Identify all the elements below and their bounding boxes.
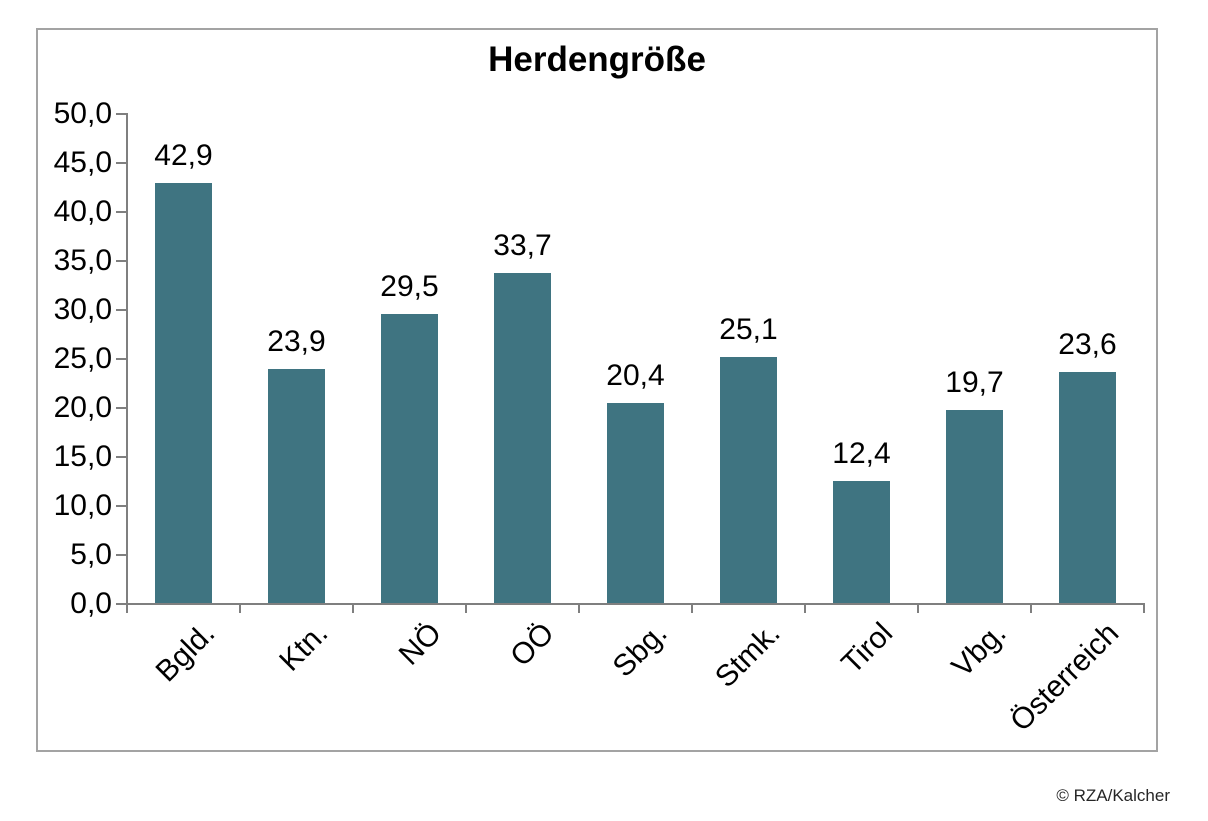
- bar-value-label: 25,1: [719, 313, 778, 346]
- y-axis-line: [126, 113, 128, 605]
- bar-value-label: 33,7: [493, 229, 552, 262]
- y-axis-tick-label: 40,0: [53, 195, 112, 228]
- bar-value-label: 20,4: [606, 359, 665, 392]
- bar: [720, 357, 777, 603]
- y-tick: [116, 211, 126, 213]
- chart-title: Herdengröße: [488, 40, 706, 79]
- x-tick: [1030, 605, 1032, 613]
- y-axis-tick-label: 45,0: [53, 146, 112, 179]
- y-axis-tick-label: 30,0: [53, 293, 112, 326]
- copyright-credit: © RZA/Kalcher: [1056, 786, 1170, 805]
- bar: [268, 369, 325, 603]
- y-tick: [116, 456, 126, 458]
- x-tick: [578, 605, 580, 613]
- y-tick: [116, 554, 126, 556]
- y-tick: [116, 260, 126, 262]
- bar: [833, 481, 890, 603]
- x-tick: [691, 605, 693, 613]
- bar-value-label: 23,9: [267, 325, 326, 358]
- x-tick: [1143, 605, 1145, 613]
- x-axis-line: [126, 603, 1145, 605]
- y-axis-tick-label: 15,0: [53, 440, 112, 473]
- bar: [155, 183, 212, 603]
- y-tick: [116, 407, 126, 409]
- y-axis-tick-label: 5,0: [70, 538, 112, 571]
- y-axis-tick-label: 10,0: [53, 489, 112, 522]
- y-tick: [116, 113, 126, 115]
- bar-value-label: 12,4: [832, 437, 891, 470]
- y-axis-tick-label: 50,0: [53, 97, 112, 130]
- bar: [1059, 372, 1116, 603]
- y-axis-tick-label: 20,0: [53, 391, 112, 424]
- chart-frame: [36, 28, 1158, 752]
- bar: [381, 314, 438, 603]
- bar-value-label: 42,9: [154, 139, 213, 172]
- x-tick: [804, 605, 806, 613]
- y-tick: [116, 162, 126, 164]
- x-tick: [239, 605, 241, 613]
- y-tick: [116, 358, 126, 360]
- bar: [946, 410, 1003, 603]
- y-axis-tick-label: 25,0: [53, 342, 112, 375]
- bar-value-label: 29,5: [380, 270, 439, 303]
- bar-value-label: 23,6: [1058, 328, 1117, 361]
- y-tick: [116, 603, 126, 605]
- y-tick: [116, 309, 126, 311]
- bar: [607, 403, 664, 603]
- y-axis-tick-label: 35,0: [53, 244, 112, 277]
- x-tick: [352, 605, 354, 613]
- x-tick: [465, 605, 467, 613]
- x-tick: [917, 605, 919, 613]
- bar: [494, 273, 551, 603]
- bar-value-label: 19,7: [945, 366, 1004, 399]
- y-tick: [116, 505, 126, 507]
- y-axis-tick-label: 0,0: [70, 587, 112, 620]
- x-tick: [126, 605, 128, 613]
